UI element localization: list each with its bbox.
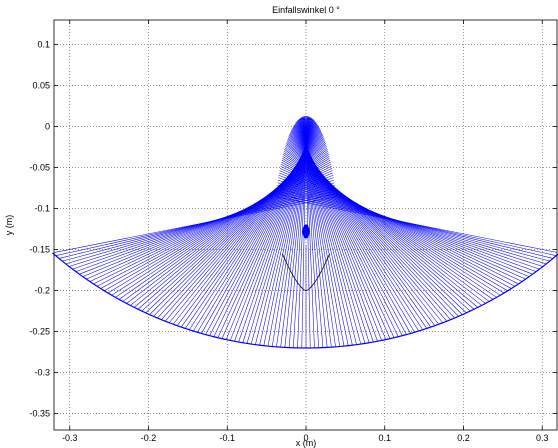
reflected-ray-3 [62, 187, 336, 262]
y-tick-label-5: -0.15 [29, 245, 50, 255]
reflected-ray-123 [278, 177, 537, 272]
chart-title: Einfallswinkel 0 ° [272, 5, 340, 15]
reflected-ray-115 [281, 159, 508, 292]
reflected-ray-111 [283, 152, 494, 300]
reflected-ray-104 [286, 141, 467, 314]
reflected-ray-6 [72, 179, 335, 270]
reflected-ray-112 [282, 154, 497, 298]
y-tick-label-1: 0.05 [32, 81, 50, 91]
reflected-ray-107 [285, 146, 478, 308]
ticks: -0.3 -0.2 -0.1 0 0.1 0.2 0.3 0.1 0.05 0 -0.05 -0.1 -… [29, 20, 557, 443]
caustic-curve [282, 253, 330, 292]
reflected-ray-105 [286, 143, 471, 312]
reflected-ray-126 [277, 185, 547, 265]
x-tick-label-1: -0.2 [141, 433, 157, 443]
reflected-ray-103 [287, 140, 463, 315]
reflected-ray-7 [75, 177, 334, 272]
x-tick-label-4: 0.1 [378, 433, 391, 443]
axes-box [53, 19, 558, 431]
y-tick-label-9: -0.35 [29, 409, 50, 419]
y-tick-label-6: -0.2 [34, 286, 50, 296]
reflected-ray-14 [100, 161, 331, 289]
reflected-ray-101 [287, 137, 455, 319]
x-tick-label-3: 0 [303, 433, 308, 443]
reflected-ray-117 [280, 163, 516, 287]
mirror-arc [52, 252, 558, 349]
reflected-ray-125 [277, 182, 544, 267]
focus-point [302, 224, 310, 239]
x-axis-label: x (m) [296, 438, 317, 448]
mirror-curve [52, 224, 558, 349]
y-tick-label-4: -0.1 [34, 204, 50, 214]
y-tick-label-8: -0.3 [34, 368, 50, 378]
reflected-ray-114 [282, 157, 505, 294]
reflected-ray-118 [280, 166, 519, 285]
reflected-ray-108 [284, 147, 482, 306]
reflected-ray-130 [275, 196, 557, 253]
reflected-ray-100 [288, 136, 451, 320]
x-tick-label-5: 0.2 [457, 433, 470, 443]
reflected-ray-102 [287, 138, 459, 317]
y-tick-label-7: -0.25 [29, 327, 50, 337]
x-tick-label-0: -0.3 [62, 433, 78, 443]
reflected-ray-109 [284, 149, 486, 304]
x-tick-label-2: -0.1 [219, 433, 235, 443]
reflected-ray-110 [283, 150, 490, 302]
reflected-ray-106 [285, 144, 475, 310]
reflected-ray-121 [279, 172, 530, 277]
reflected-ray-124 [277, 179, 540, 270]
reflected-ray-120 [279, 170, 526, 280]
reflected-ray-10 [86, 170, 333, 280]
reflected-ray-119 [279, 168, 523, 282]
reflected-ray-2 [58, 190, 336, 259]
x-tick-label-6: 0.3 [536, 433, 549, 443]
reflected-ray-127 [276, 187, 550, 262]
reflected-ray-116 [281, 161, 512, 289]
y-tick-label-0: 0.1 [37, 40, 50, 50]
reflected-ray-122 [278, 175, 533, 275]
reflected-ray-113 [282, 156, 501, 296]
y-tick-label-3: -0.05 [29, 163, 50, 173]
reflected-ray-99 [288, 135, 447, 322]
y-axis-label: y (m) [4, 215, 14, 236]
y-tick-label-2: 0 [45, 122, 50, 132]
